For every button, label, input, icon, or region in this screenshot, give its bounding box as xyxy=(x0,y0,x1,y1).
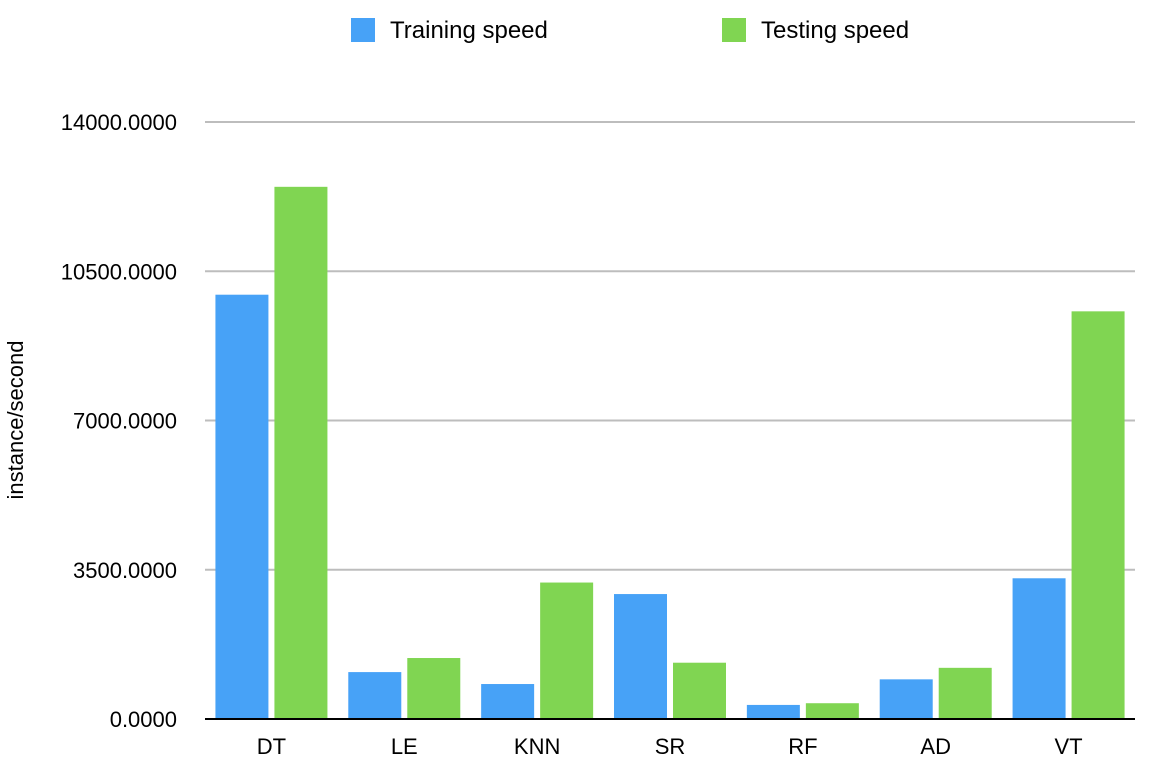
bar-testing-speed-dt xyxy=(274,186,328,719)
x-axis-tick-labels: DT LE KNN SR RF AD VT xyxy=(257,734,1083,759)
bar-training-speed-sr xyxy=(614,594,667,719)
bar-testing-speed-vt xyxy=(1071,311,1125,719)
bar-training-speed-vt xyxy=(1012,578,1066,719)
bar-training-speed-le xyxy=(348,672,402,719)
y-axis-title: instance/second xyxy=(3,341,28,500)
y-tick-label: 14000.0000 xyxy=(61,110,177,135)
legend-label-training-speed: Training speed xyxy=(390,17,548,44)
x-tick-label: RF xyxy=(788,734,817,759)
x-tick-label: DT xyxy=(257,734,286,759)
y-tick-label: 0.0000 xyxy=(110,707,177,732)
legend-swatch-testing-speed xyxy=(722,18,746,42)
x-tick-label: LE xyxy=(391,734,418,759)
legend: Training speed Testing speed xyxy=(351,17,909,44)
bar-training-speed-ad xyxy=(879,679,933,719)
x-tick-label: VT xyxy=(1055,734,1083,759)
bar-training-speed-rf xyxy=(746,704,800,719)
y-tick-label: 10500.0000 xyxy=(61,259,177,284)
y-tick-label: 3500.0000 xyxy=(73,558,177,583)
bars xyxy=(215,186,1125,719)
bar-testing-speed-sr xyxy=(673,662,726,719)
legend-label-testing-speed: Testing speed xyxy=(761,17,909,44)
gridlines xyxy=(205,121,1135,571)
y-tick-label: 7000.0000 xyxy=(73,409,177,434)
legend-swatch-training-speed xyxy=(351,18,375,42)
x-tick-label: KNN xyxy=(514,734,560,759)
bar-testing-speed-rf xyxy=(805,703,859,719)
bar-training-speed-dt xyxy=(215,294,269,719)
bar-training-speed-knn xyxy=(481,684,535,719)
bar-testing-speed-ad xyxy=(938,667,992,719)
y-axis-tick-labels: 0.0000 3500.0000 7000.0000 10500.0000 14000.… xyxy=(61,110,177,732)
x-tick-label: SR xyxy=(655,734,686,759)
bar-testing-speed-le xyxy=(407,658,461,719)
x-tick-label: AD xyxy=(920,734,951,759)
bar-testing-speed-knn xyxy=(540,582,594,719)
